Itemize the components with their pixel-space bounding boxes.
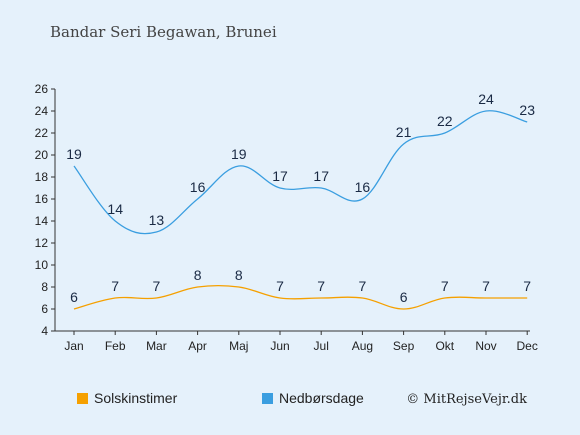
data-label: 7 xyxy=(359,278,367,294)
y-tick-label: 14 xyxy=(35,214,49,228)
data-label: 6 xyxy=(400,289,408,305)
legend-label-solskinstimer: Solskinstimer xyxy=(94,390,178,406)
legend-label-nedborsdage: Nedbørsdage xyxy=(279,390,364,406)
y-tick-label: 20 xyxy=(35,148,49,162)
data-label: 7 xyxy=(153,278,161,294)
data-labels: 6 7 7 8 8 7 7 7 6 7 7 7 19 14 13 16 19 17 17 16 21 22 24 23 xyxy=(66,91,535,305)
data-label: 7 xyxy=(111,278,119,294)
y-tick-label: 12 xyxy=(35,236,49,250)
data-label: 24 xyxy=(478,91,494,107)
data-label: 7 xyxy=(482,278,490,294)
data-label: 22 xyxy=(437,113,453,129)
x-tick-label: Sep xyxy=(393,339,415,353)
data-label: 19 xyxy=(66,146,82,162)
data-label: 7 xyxy=(317,278,325,294)
data-label: 19 xyxy=(231,146,247,162)
x-tick-label: Mar xyxy=(146,339,167,353)
data-label: 7 xyxy=(441,278,449,294)
data-label: 7 xyxy=(276,278,284,294)
y-tick-label: 16 xyxy=(35,192,49,206)
series-line-0 xyxy=(73,284,528,310)
y-tick-label: 24 xyxy=(35,104,49,118)
data-label: 17 xyxy=(313,168,329,184)
x-tick-label: Apr xyxy=(188,339,207,353)
data-label: 8 xyxy=(235,267,243,283)
y-tick-label: 18 xyxy=(35,170,49,184)
x-tick-label: Jun xyxy=(270,339,289,353)
x-tick-label: Jan xyxy=(64,339,83,353)
y-tick-label: 26 xyxy=(35,82,49,96)
x-tick-label: Okt xyxy=(435,339,454,353)
data-label: 13 xyxy=(149,212,165,228)
legend: Solskinstimer Nedbørsdage xyxy=(77,390,364,406)
chart-title: Bandar Seri Begawan, Brunei xyxy=(50,23,277,41)
legend-swatch-solskinstimer xyxy=(77,393,88,404)
y-tick-label: 8 xyxy=(41,280,48,294)
data-label: 16 xyxy=(355,179,371,195)
data-label: 6 xyxy=(70,289,78,305)
x-tick-label: Dec xyxy=(517,339,538,353)
data-label: 16 xyxy=(190,179,206,195)
y-tick-label: 22 xyxy=(35,126,49,140)
series-line-1 xyxy=(73,110,528,235)
y-tick-label: 10 xyxy=(35,258,49,272)
data-label: 14 xyxy=(107,201,123,217)
y-tick-label: 6 xyxy=(41,302,48,316)
data-label: 23 xyxy=(519,102,535,118)
copyright-text: © MitRejseVejr.dk xyxy=(406,392,527,407)
axes: 4 6 8 10 12 14 16 18 20 22 24 26 Jan Feb Mar Apr Maj Jun J… xyxy=(35,82,538,353)
data-label: 7 xyxy=(523,278,531,294)
y-tick-label: 4 xyxy=(41,324,48,338)
data-label: 8 xyxy=(194,267,202,283)
x-tick-label: Maj xyxy=(229,339,248,353)
data-label: 17 xyxy=(272,168,288,184)
x-tick-label: Jul xyxy=(314,339,329,353)
series-lines xyxy=(73,110,528,310)
legend-swatch-nedborsdage xyxy=(262,393,273,404)
x-tick-label: Nov xyxy=(475,339,496,353)
data-label: 21 xyxy=(396,124,412,140)
x-tick-label: Aug xyxy=(352,339,373,353)
x-tick-label: Feb xyxy=(105,339,126,353)
